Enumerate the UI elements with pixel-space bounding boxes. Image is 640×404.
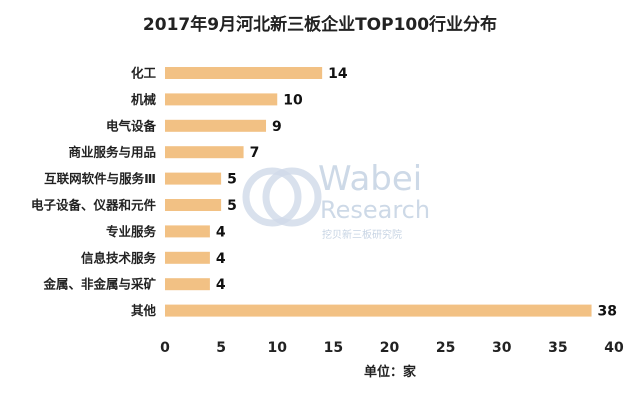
bar [165,251,210,264]
chart-title: 2017年9月河北新三板企业TOP100行业分布 [143,14,497,35]
x-tick-label: 35 [548,340,567,356]
x-tick-label: 0 [160,340,170,356]
value-label: 14 [328,66,348,82]
value-label: 5 [227,198,237,214]
bar [165,67,323,79]
value-label: 10 [283,92,303,108]
bars-layer [165,67,592,317]
bar [165,304,592,317]
category-label: 商业服务与用品 [68,145,156,160]
category-label: 互联网软件与服务Ⅲ [44,171,156,186]
category-label: 专业服务 [106,224,157,239]
x-tick-label: 30 [492,340,512,356]
bar [165,172,222,185]
value-label: 9 [272,119,282,135]
x-axis-ticks: 0 5 10 15 20 25 30 35 40 [160,340,624,356]
x-axis-title: 单位：家 [364,364,417,380]
watermark-cn: 挖贝新三板研究院 [322,228,402,241]
watermark: Wabei Research 挖贝新三板研究院 [242,159,430,241]
x-tick-label: 15 [324,340,343,356]
watermark-sub: Research [320,196,430,224]
value-label: 4 [216,224,226,240]
x-tick-label: 20 [380,340,400,356]
category-label: 电气设备 [106,118,157,133]
category-label: 其他 [131,303,157,318]
x-tick-label: 40 [604,340,624,356]
category-label: 电子设备、仪器和元件 [31,198,157,213]
bar [165,93,278,106]
value-label: 7 [250,145,260,161]
watermark-logo-icon [262,167,322,227]
watermark-brand: Wabei [318,159,422,199]
x-tick-label: 10 [268,340,288,356]
value-label: 5 [227,172,237,188]
bar [165,225,210,238]
value-label: 4 [216,251,226,267]
x-tick-label: 5 [216,340,226,356]
bar [165,199,222,211]
bar [165,278,210,291]
value-label: 38 [598,304,617,320]
category-label: 金属、非金属与采矿 [42,277,156,292]
category-label: 信息技术服务 [81,250,157,265]
bar [165,119,267,132]
watermark-logo-icon [242,167,302,227]
value-label: 4 [216,277,226,293]
category-label: 化工 [131,66,157,81]
bar [165,146,244,159]
category-label: 机械 [131,92,157,107]
x-tick-label: 25 [436,340,455,356]
